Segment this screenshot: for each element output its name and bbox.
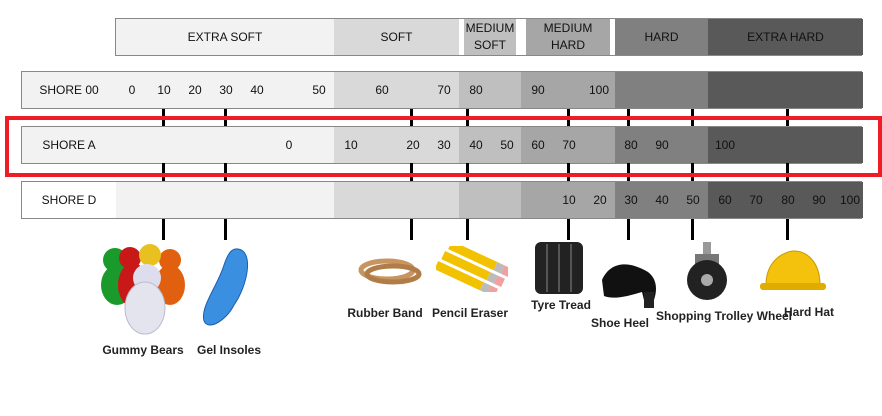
category-hard: HARD (615, 19, 708, 55)
scale-row-shore-00: SHORE 00 0 10 20 30 40 50 60 70 80 90 100 (21, 71, 863, 109)
tick-line (786, 219, 789, 240)
scale-value: 70 (562, 138, 576, 152)
tick-line (691, 219, 694, 240)
scale-row-shore-d: SHORE D 10 20 30 40 50 60 70 80 90 100 (21, 181, 863, 219)
scale-segment (116, 72, 334, 108)
scale-segment (615, 182, 708, 218)
category-soft: SOFT (334, 19, 459, 55)
example-label: Gummy Bears (102, 343, 184, 357)
scale-value: 60 (375, 83, 389, 97)
scale-value: 90 (812, 193, 826, 207)
scale-value: 100 (839, 193, 861, 207)
tick-line (466, 163, 469, 181)
scale-value: 100 (588, 83, 610, 97)
scale-segment (615, 72, 708, 108)
scale-label: SHORE D (22, 182, 116, 218)
tick-line (567, 163, 570, 181)
scale-segment (708, 127, 863, 163)
shoe-heel-icon (602, 264, 656, 308)
shore-a-highlight-box (5, 116, 882, 177)
scale-value: 60 (531, 138, 545, 152)
tick-line (224, 163, 227, 181)
gel-insoles-icon (202, 248, 249, 326)
scale-row-shore-a: SHORE A 0 10 20 30 40 50 60 70 80 90 100 (21, 126, 863, 164)
example-label: Rubber Band (347, 306, 423, 320)
scale-value: 70 (749, 193, 763, 207)
category-medium-hard: MEDIUM HARD (526, 19, 610, 55)
scale-segment (459, 127, 521, 163)
tick-line (627, 163, 630, 181)
example-label: Tyre Tread (531, 298, 591, 312)
scale-value: 30 (437, 138, 451, 152)
tick-line (162, 219, 165, 240)
scale-value: 10 (344, 138, 358, 152)
tick-line (224, 219, 227, 240)
scale-label: SHORE 00 (22, 72, 116, 108)
scale-segment (708, 182, 863, 218)
scale-segment (334, 72, 459, 108)
scale-value: 80 (624, 138, 638, 152)
scale-segment (116, 127, 334, 163)
scale-value: 90 (531, 83, 545, 97)
scale-segment (459, 182, 521, 218)
example-label: Gel Insoles (196, 343, 262, 357)
example-label: Pencil Eraser (431, 306, 509, 320)
scale-value: 60 (718, 193, 732, 207)
tick-line (627, 219, 630, 240)
hard-hat-icon (760, 250, 826, 290)
example-label: Shopping Trolley Wheel (655, 309, 793, 323)
scale-segment (521, 127, 615, 163)
scale-segment (708, 72, 863, 108)
tyre-tread-icon (535, 242, 583, 294)
scale-segment (334, 127, 459, 163)
example-label: Hard Hat (783, 305, 835, 319)
scale-value: 70 (437, 83, 451, 97)
scale-value: 0 (285, 138, 293, 152)
scale-value: 40 (250, 83, 264, 97)
scale-value: 50 (686, 193, 700, 207)
hardness-category-header: EXTRA SOFT SOFT MEDIUM SOFT MEDIUM HARD HARD… (115, 18, 863, 56)
scale-value: 20 (188, 83, 202, 97)
scale-value: 20 (593, 193, 607, 207)
scale-value: 40 (655, 193, 669, 207)
tick-line (786, 163, 789, 181)
tick-line (567, 219, 570, 240)
scale-value: 10 (562, 193, 576, 207)
scale-value: 50 (312, 83, 326, 97)
pencil-eraser-icon (436, 246, 508, 292)
category-extra-hard: EXTRA HARD (708, 19, 863, 55)
example-label: Shoe Heel (590, 316, 650, 330)
tick-line (466, 219, 469, 240)
tick-line (410, 163, 413, 181)
scale-value: 90 (655, 138, 669, 152)
scale-value: 10 (157, 83, 171, 97)
scale-segment (615, 127, 708, 163)
scale-segment (521, 182, 615, 218)
scale-label: SHORE A (22, 127, 116, 163)
shopping-trolley-wheel-icon (687, 242, 727, 300)
scale-segment (116, 182, 334, 218)
scale-value: 50 (500, 138, 514, 152)
category-medium-soft: MEDIUM SOFT (464, 19, 516, 55)
scale-segment (334, 182, 459, 218)
tick-line (691, 163, 694, 181)
scale-value: 100 (714, 138, 736, 152)
scale-segment (459, 72, 521, 108)
scale-value: 80 (469, 83, 483, 97)
gummy-bears-icon (101, 244, 185, 335)
scale-segment (521, 72, 615, 108)
rubber-band-icon (358, 258, 422, 285)
scale-value: 40 (469, 138, 483, 152)
scale-value: 0 (128, 83, 136, 97)
tick-line (162, 163, 165, 181)
scale-value: 80 (781, 193, 795, 207)
scale-value: 30 (219, 83, 233, 97)
tick-line (410, 219, 413, 240)
category-extra-soft: EXTRA SOFT (116, 19, 334, 55)
scale-value: 30 (624, 193, 638, 207)
scale-value: 20 (406, 138, 420, 152)
